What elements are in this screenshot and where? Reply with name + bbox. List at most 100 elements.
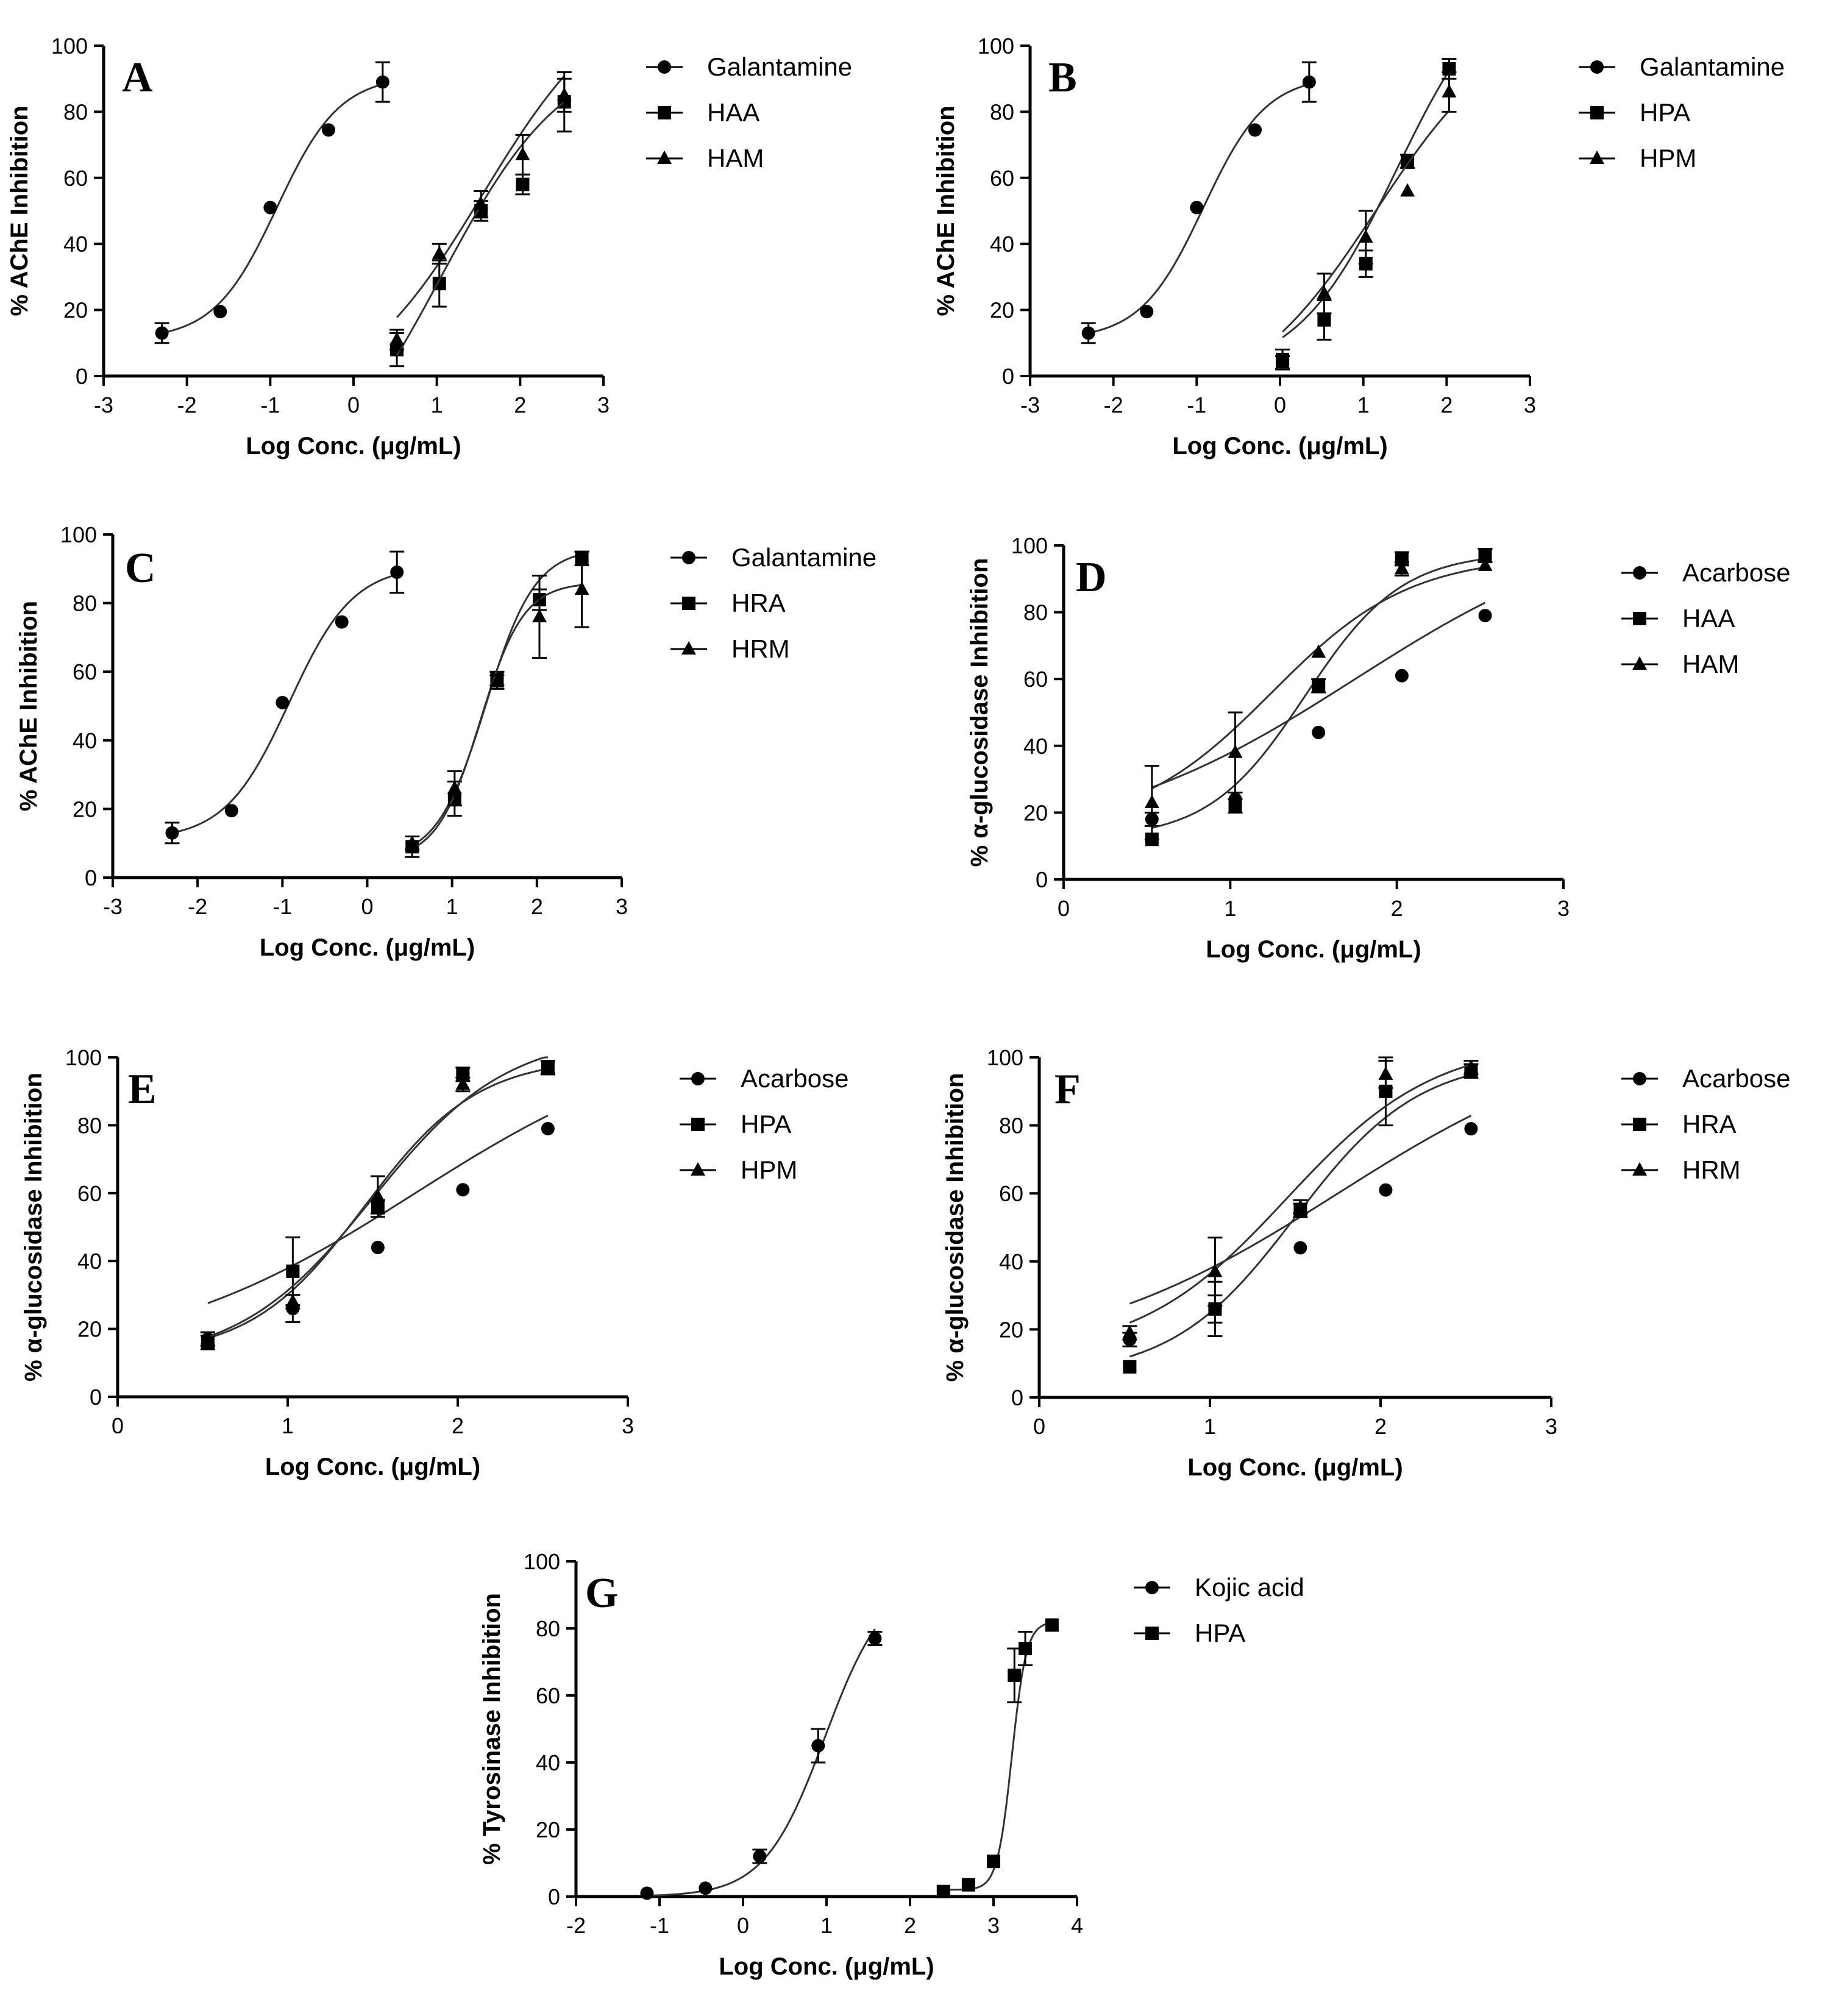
x-axis-title: Log Conc. (μg/mL) xyxy=(260,934,475,961)
y-tick-label: 20 xyxy=(999,1317,1023,1342)
data-point xyxy=(370,1188,385,1202)
series-galantamine xyxy=(154,61,390,344)
series-acarbose xyxy=(1144,602,1492,827)
data-point xyxy=(447,780,462,794)
data-point xyxy=(1045,1618,1059,1632)
chart-panel-f: 0 20 40 60 80 100 0 1 2 3 Log Conc. (μg/mL) % α-glu… xyxy=(926,1009,1842,1508)
data-point xyxy=(1228,799,1242,813)
y-tick-label: 40 xyxy=(999,1249,1023,1274)
x-tick-label: 0 xyxy=(1033,1414,1045,1439)
fit-curve xyxy=(1151,566,1485,790)
data-point xyxy=(1379,1183,1393,1197)
x-tick-label: 1 xyxy=(1357,392,1370,417)
data-point xyxy=(1312,679,1326,693)
legend-item-acarbose: Acarbose xyxy=(1621,1064,1790,1093)
panel-letter: F xyxy=(1054,1066,1081,1113)
y-tick-label: 0 xyxy=(548,1884,560,1909)
y-tick-label: 0 xyxy=(1011,1385,1023,1410)
fit-curve xyxy=(1088,83,1310,334)
fit-curve xyxy=(411,584,582,850)
legend-marker xyxy=(691,1118,705,1131)
fit-curve xyxy=(162,83,383,334)
legend-item-acarbose: Acarbose xyxy=(1621,558,1790,587)
legend-item-galantamine: Galantamine xyxy=(670,543,877,572)
x-tick-label: -3 xyxy=(94,392,113,417)
legend-marker xyxy=(1590,151,1604,164)
data-point xyxy=(1293,1241,1307,1255)
fit-curve xyxy=(1282,70,1450,338)
chart-panel-g: 0 20 40 60 80 100 -2 -1 0 1 2 3 4 Log Conc. (μg/mL) % … xyxy=(463,1536,1378,2016)
y-tick-label: 40 xyxy=(63,232,88,257)
data-point xyxy=(753,1850,767,1863)
y-tick-label: 60 xyxy=(999,1181,1023,1206)
y-tick-label: 20 xyxy=(77,1317,102,1342)
y-tick-label: 40 xyxy=(73,728,97,753)
data-point xyxy=(1081,326,1095,340)
x-tick-label: -2 xyxy=(177,392,197,417)
data-point xyxy=(1190,201,1204,215)
x-tick-label: -3 xyxy=(103,894,123,919)
data-point xyxy=(1293,1199,1308,1213)
y-axis-title: % α-glucosidase Inhibition xyxy=(966,558,993,867)
series-ham xyxy=(1144,557,1493,840)
data-point xyxy=(532,609,547,623)
x-tick-label: 2 xyxy=(1391,896,1403,921)
legend-item-kojic-acid: Kojic acid xyxy=(1134,1573,1304,1602)
x-tick-label: 0 xyxy=(1274,392,1286,417)
fit-curve xyxy=(396,101,565,357)
legend-label: HAM xyxy=(1682,650,1739,678)
legend-item-hrm: HRM xyxy=(670,634,790,663)
data-point xyxy=(640,1886,654,1900)
x-tick-label: 0 xyxy=(347,392,360,417)
data-point xyxy=(1317,313,1331,327)
data-point xyxy=(1123,1360,1137,1374)
fit-curve xyxy=(943,1622,1053,1891)
chart-svg: 0 20 40 60 80 100 -2 -1 0 1 2 3 4 Log Conc. (μg/mL) % … xyxy=(478,1549,1304,1980)
legend-marker xyxy=(691,1162,705,1176)
data-point xyxy=(516,177,530,191)
x-tick-label: 2 xyxy=(514,392,526,417)
data-point xyxy=(200,1331,215,1345)
x-tick-label: -2 xyxy=(1104,392,1123,417)
legend-item-hpa: HPA xyxy=(1134,1619,1245,1647)
legend-item-hrm: HRM xyxy=(1621,1155,1741,1184)
data-point xyxy=(1378,1066,1393,1080)
data-point xyxy=(224,804,238,818)
legend-marker xyxy=(1590,60,1604,74)
data-point xyxy=(322,123,335,137)
x-tick-label: -3 xyxy=(1020,392,1040,417)
legend-item-hra: HRA xyxy=(1621,1110,1737,1138)
fit-curve xyxy=(172,573,397,834)
y-tick-label: 100 xyxy=(60,522,97,547)
data-point xyxy=(335,615,349,629)
x-tick-label: 2 xyxy=(1374,1414,1387,1439)
data-point xyxy=(1478,548,1492,563)
x-tick-label: 0 xyxy=(1058,896,1070,921)
y-tick-label: 100 xyxy=(1011,533,1048,558)
data-point xyxy=(474,196,489,210)
data-point xyxy=(557,87,572,101)
y-tick-label: 20 xyxy=(63,298,88,323)
y-tick-label: 80 xyxy=(999,1113,1023,1138)
series-ham xyxy=(389,77,572,357)
x-tick-label: 1 xyxy=(820,1913,833,1938)
panel-letter: E xyxy=(128,1066,157,1113)
y-axis-title: % α-glucosidase Inhibition xyxy=(942,1073,969,1382)
y-tick-label: 0 xyxy=(85,865,97,890)
data-point xyxy=(515,146,530,160)
data-point xyxy=(1463,1059,1479,1073)
legend-label: HRM xyxy=(1682,1155,1741,1184)
data-point xyxy=(286,1264,300,1278)
data-point xyxy=(455,1076,471,1090)
data-point xyxy=(1395,669,1409,683)
y-tick-label: 40 xyxy=(77,1249,102,1274)
data-point xyxy=(375,75,389,89)
data-point xyxy=(489,674,505,688)
data-point xyxy=(1275,355,1290,369)
x-tick-label: 1 xyxy=(431,392,443,417)
legend-marker xyxy=(1633,1118,1646,1131)
legend-marker xyxy=(691,1072,705,1085)
x-tick-label: 1 xyxy=(282,1413,294,1438)
data-point xyxy=(1019,1642,1033,1655)
data-point xyxy=(285,1294,300,1308)
